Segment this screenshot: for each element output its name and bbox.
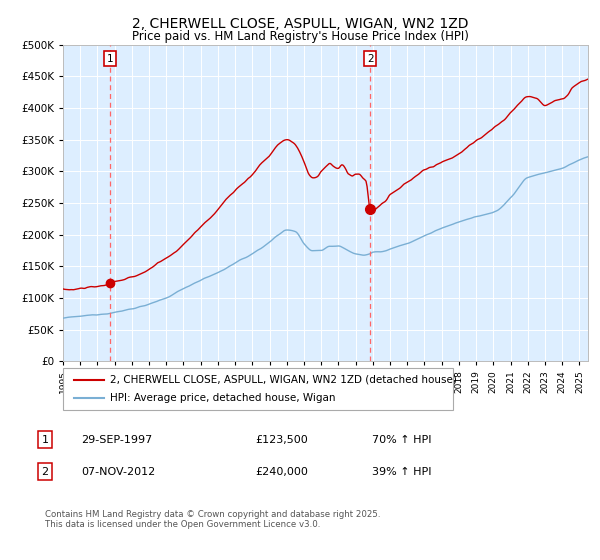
Text: 2, CHERWELL CLOSE, ASPULL, WIGAN, WN2 1ZD (detached house): 2, CHERWELL CLOSE, ASPULL, WIGAN, WN2 1Z…	[110, 375, 457, 385]
Text: 70% ↑ HPI: 70% ↑ HPI	[372, 435, 431, 445]
Text: HPI: Average price, detached house, Wigan: HPI: Average price, detached house, Wiga…	[110, 393, 335, 403]
Text: Contains HM Land Registry data © Crown copyright and database right 2025.
This d: Contains HM Land Registry data © Crown c…	[45, 510, 380, 529]
Text: 39% ↑ HPI: 39% ↑ HPI	[372, 466, 431, 477]
Text: Price paid vs. HM Land Registry's House Price Index (HPI): Price paid vs. HM Land Registry's House …	[131, 30, 469, 43]
Text: 1: 1	[41, 435, 49, 445]
Text: 2: 2	[367, 54, 374, 64]
Text: £240,000: £240,000	[255, 466, 308, 477]
Text: 2, CHERWELL CLOSE, ASPULL, WIGAN, WN2 1ZD: 2, CHERWELL CLOSE, ASPULL, WIGAN, WN2 1Z…	[132, 16, 468, 30]
Text: 1: 1	[107, 54, 113, 64]
Text: 29-SEP-1997: 29-SEP-1997	[81, 435, 152, 445]
Text: 07-NOV-2012: 07-NOV-2012	[81, 466, 155, 477]
Text: £123,500: £123,500	[255, 435, 308, 445]
Text: 2: 2	[41, 466, 49, 477]
